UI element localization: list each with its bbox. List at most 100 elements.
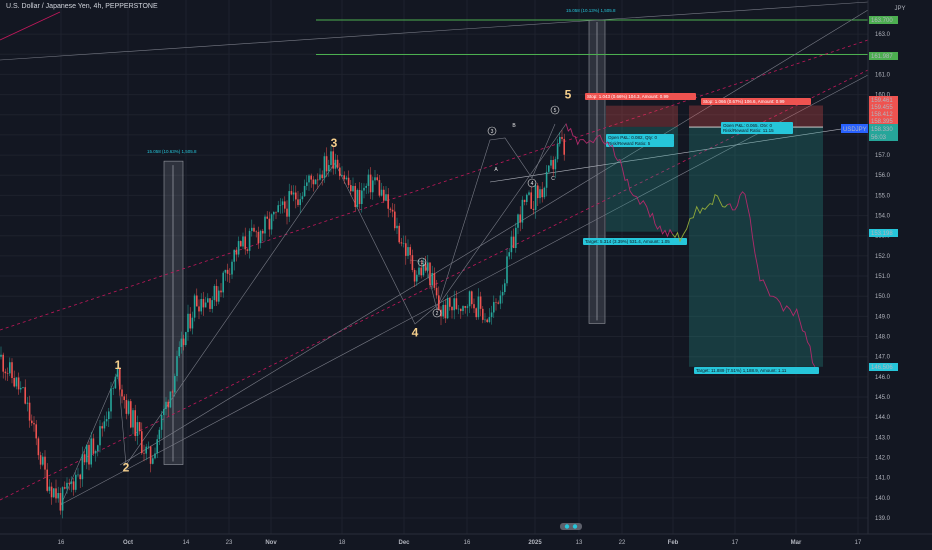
candle-body — [46, 469, 48, 491]
candle-body — [325, 156, 328, 172]
time-tick: 18 — [339, 540, 346, 546]
candle-body — [319, 174, 321, 180]
candle-body — [231, 261, 233, 275]
candles — [0, 130, 565, 519]
price-tag: 146.506 — [869, 363, 898, 371]
candle-body — [563, 138, 565, 155]
candle-body — [24, 387, 26, 404]
svg-text:Stop: 1.043 (0.66%) 104.3, Amo: Stop: 1.043 (0.66%) 104.3, Amount: 0.99 — [587, 94, 669, 99]
candle-body — [0, 354, 2, 357]
candle-body — [526, 194, 528, 203]
candle-body — [70, 481, 73, 484]
candle-body — [17, 377, 20, 390]
candle-body — [53, 488, 55, 498]
candle-body — [171, 391, 174, 393]
stop-zone — [689, 105, 823, 128]
candle-body — [268, 218, 271, 230]
candle-body — [303, 185, 306, 197]
candle-body — [501, 292, 504, 296]
candle-body — [405, 243, 407, 256]
sub-wave-label-5: 5 — [554, 108, 557, 114]
candle-body — [218, 290, 220, 302]
channel-segment — [0, 11, 61, 41]
candle-body — [196, 295, 198, 307]
price-tick: 156.0 — [875, 173, 891, 179]
candle-body — [277, 205, 279, 213]
candle-body — [550, 160, 552, 166]
trendline-gray — [59, 74, 869, 506]
candle-body — [59, 493, 62, 511]
price-axis-bg — [868, 0, 932, 550]
candle-body — [372, 180, 374, 193]
candle-body — [185, 332, 187, 346]
candle-body — [279, 204, 282, 206]
candle-body — [147, 446, 150, 448]
candle-body — [475, 308, 477, 318]
candle-body — [204, 302, 207, 308]
candle-body — [50, 486, 53, 498]
candle-body — [200, 298, 202, 312]
price-tick: 163.0 — [875, 32, 891, 38]
candle-body — [75, 474, 77, 490]
target-zone — [689, 127, 823, 367]
candle-body — [2, 354, 4, 372]
candle-body — [11, 362, 13, 378]
time-axis[interactable]: 16 Oct 14 23 Nov 18 Dec 16 2025 13 22 Feb 17 Mar 17 — [0, 523, 932, 546]
candle-body — [57, 493, 59, 499]
sub-wave-label-2: 2 — [436, 311, 439, 317]
candle-body — [112, 388, 114, 389]
candle-body — [497, 302, 499, 304]
time-tick: Nov — [265, 540, 277, 546]
candle-body — [523, 199, 526, 203]
price-tag: 153.198 — [869, 229, 898, 237]
position-target-label: Target: 11.889 (7.51%) 1,188.9, Amount: … — [694, 367, 819, 374]
candle-body — [39, 455, 42, 465]
candle-body — [345, 177, 348, 180]
candle-body — [90, 438, 92, 465]
candle-body — [455, 298, 458, 310]
price-tick: 150.0 — [875, 294, 891, 300]
time-tick: 2025 — [528, 540, 542, 546]
candle-body — [541, 189, 543, 198]
candle-body — [356, 190, 359, 207]
candle-body — [37, 438, 40, 456]
candle-body — [407, 247, 409, 256]
candle-body — [64, 487, 66, 489]
candle-body — [257, 231, 260, 244]
candle-body — [125, 400, 128, 414]
candle-body — [532, 208, 535, 210]
candle-body — [182, 338, 185, 346]
candle-body — [156, 439, 158, 454]
price-axis[interactable]: JPY 139.0 140.0 141.0 142.0 143.0 144.0 145.0 14… — [841, 0, 932, 550]
candle-body — [330, 151, 332, 166]
candle-body — [424, 263, 427, 271]
candle-body — [246, 249, 249, 251]
candle-body — [259, 230, 262, 244]
candle-body — [88, 444, 90, 465]
candle-body — [176, 356, 178, 377]
candle-body — [163, 409, 165, 416]
candle-body — [312, 179, 315, 185]
candle-body — [328, 165, 330, 172]
candle-body — [429, 262, 431, 286]
svg-text:153.198: 153.198 — [871, 231, 893, 237]
sub-wave-label-C: C — [551, 176, 555, 182]
candle-body — [101, 426, 103, 429]
price-tick: 144.0 — [875, 415, 891, 421]
candle-body — [380, 189, 383, 196]
price-tick: 160.0 — [875, 93, 891, 99]
position-stop-label: Stop: 1.066 (0.67%) 106.6, Amount: 0.99 — [701, 98, 811, 105]
current-price-value: 158.330 — [871, 127, 893, 133]
candle-body — [341, 175, 343, 177]
sub-wave-label-3: 3 — [491, 129, 494, 135]
position-stop-label: Stop: 1.043 (0.66%) 104.3, Amount: 0.99 — [585, 93, 696, 100]
candle-body — [310, 175, 312, 180]
stop-zone — [606, 105, 678, 127]
candle-body — [387, 194, 389, 209]
candle-body — [226, 269, 229, 274]
position-tools[interactable]: Stop: 1.043 (0.66%) 104.3, Amount: 0.99 O… — [583, 93, 823, 374]
candle-body — [114, 376, 117, 389]
candle-body — [207, 298, 209, 303]
candle-body — [244, 236, 246, 250]
